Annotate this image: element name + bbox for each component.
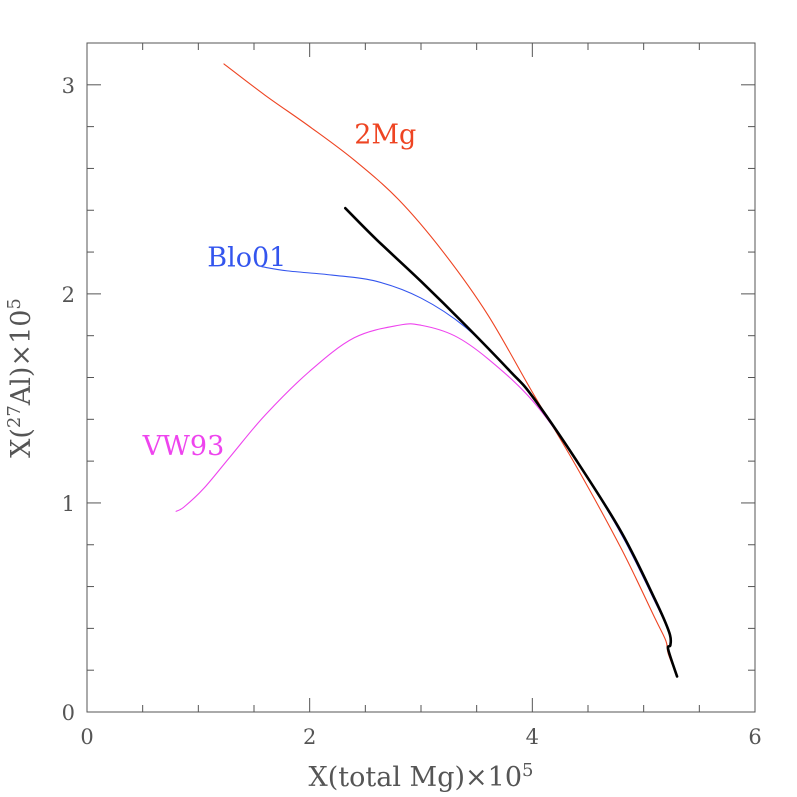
y-tick-label: 3 [62,74,75,98]
y-axis-title: X(27Al)×105 [4,298,37,458]
series-line-2mg [223,63,678,678]
y-tick-label: 2 [62,283,75,307]
y-tick-label: 1 [62,492,75,516]
x-axis-title: X(total Mg)×105 [309,760,534,793]
y-tick-label: 0 [62,701,75,725]
series-lines [175,63,679,678]
x-tick-label: 0 [80,725,93,749]
curve-label-2mg: 2Mg [354,119,416,150]
x-tick-label: 4 [526,725,539,749]
axis-ticks [86,42,756,713]
curve-label-vw93: VW93 [142,431,225,462]
plot-frame [86,42,756,713]
x-tick-label: 2 [303,725,316,749]
tick-labels: 0 2 4 6 0 1 2 3 [62,74,762,749]
curve-labels: 2Mg Blo01 VW93 [142,119,417,462]
curve-label-blo01: Blo01 [207,243,286,274]
series-line-model [343,206,679,678]
x-tick-label: 6 [748,725,761,749]
